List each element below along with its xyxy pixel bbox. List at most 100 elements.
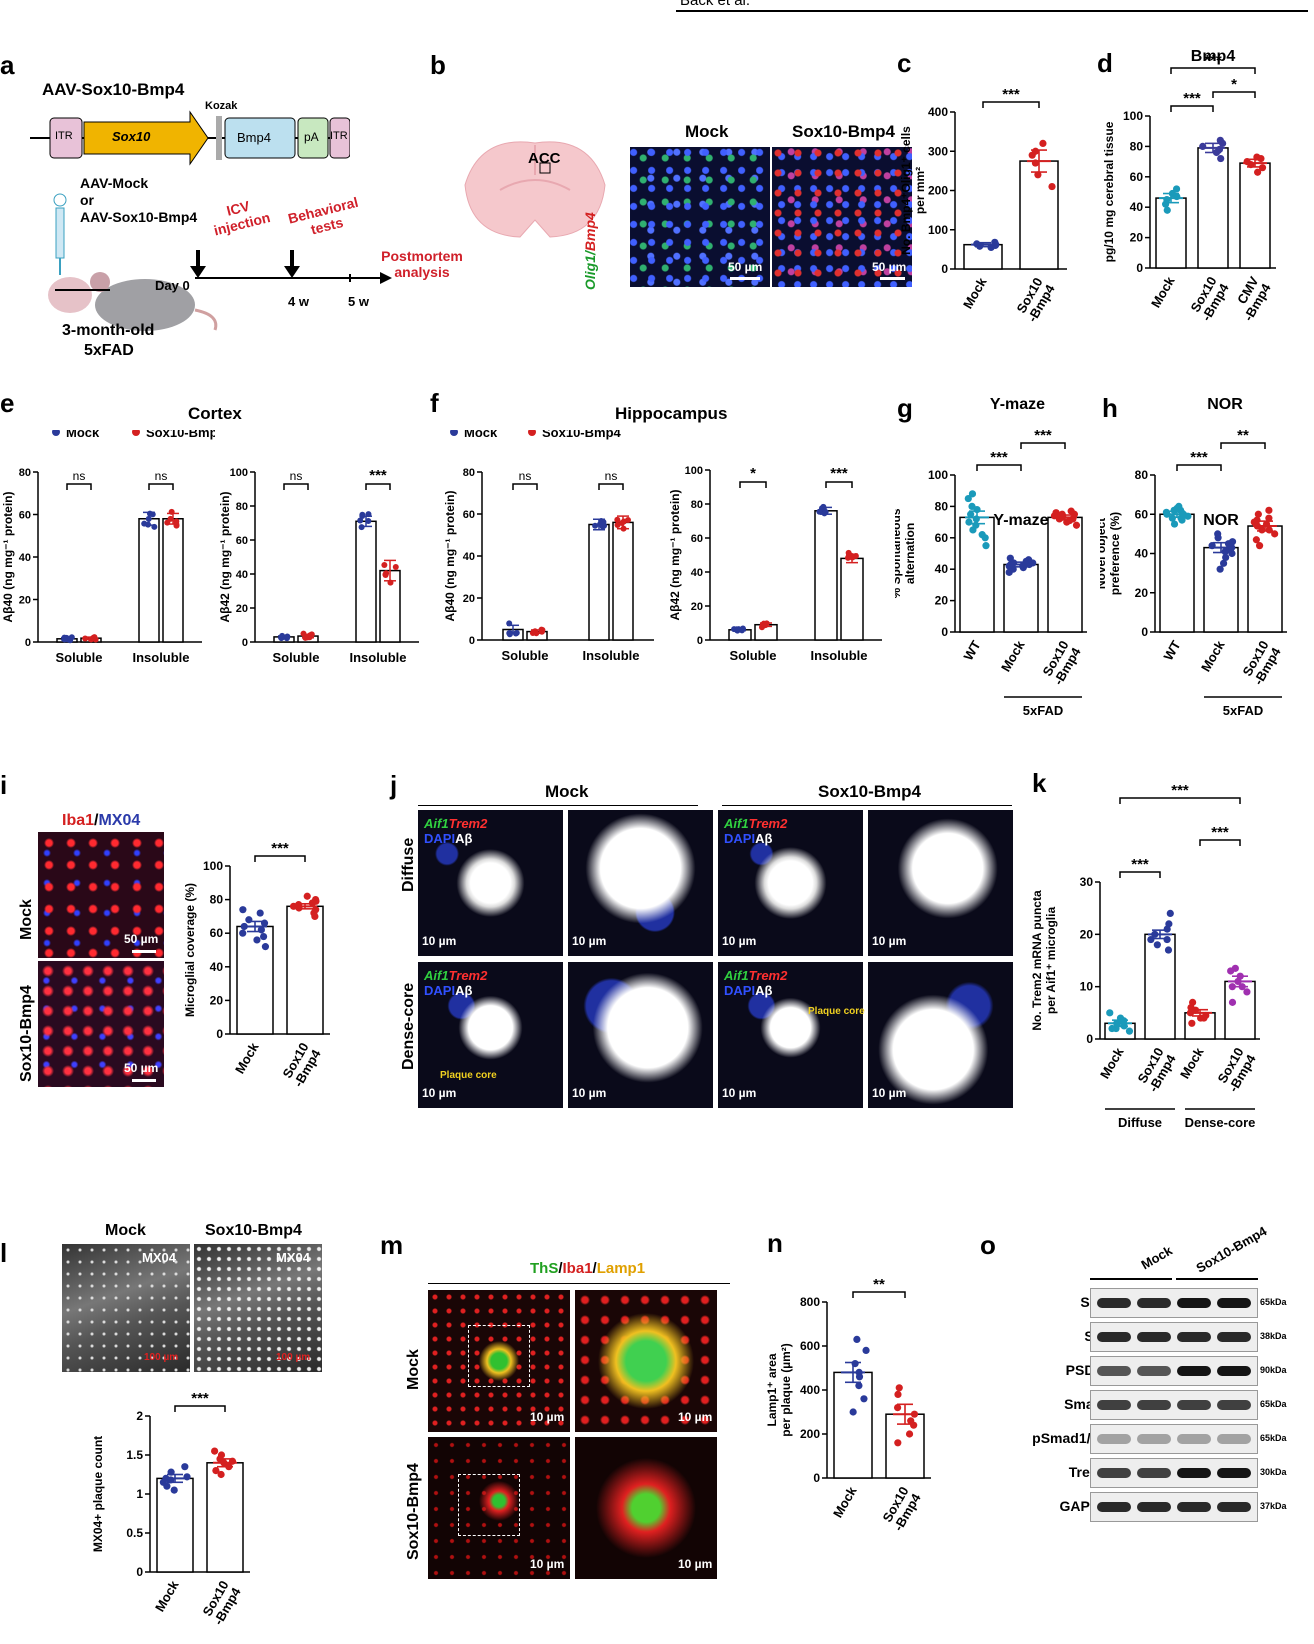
y-tick-label-c: 300 (928, 144, 948, 158)
sig-bracket-e1 (148, 483, 174, 490)
x-tick-label-e2: Soluble (273, 650, 320, 665)
data-point-h (1252, 536, 1260, 544)
chart-d: d Bmp4 0 20 40 60 80 100 pg/10 mg cerebral tissu… (1097, 50, 1276, 324)
data-point-n (855, 1382, 863, 1390)
m-stain-title: ThS/Iba1/Lamp1 (530, 1260, 646, 1277)
iba1-stain: Iba1 (62, 812, 95, 829)
blot-band (1217, 1400, 1251, 1410)
data-point-g (978, 531, 986, 539)
m-scale-1: 10 µm (530, 1410, 565, 1424)
data-point-h (1265, 526, 1273, 534)
y-axis-label-i: Microglial coverage (%) (183, 883, 197, 1017)
mouse-age: 3-month-old (62, 322, 155, 339)
running-head-rule (676, 10, 1308, 12)
panel-a: a AAV-Sox10-Bmp4 ITR Sox10 Kozak Bmp4 pA… (0, 50, 470, 370)
j-tile-1 (418, 810, 563, 956)
data-point-i (312, 897, 320, 905)
mx04-stain: MX04 (98, 812, 141, 829)
panel-label-m: m (380, 1230, 404, 1260)
i-stain-title: Iba1/MX04 (62, 812, 141, 829)
data-point-f1 (620, 518, 627, 525)
bar-h (1203, 546, 1239, 633)
sig-bracket-k (1119, 871, 1161, 878)
l-scale-2: 100 µm (276, 1352, 311, 1363)
trem2-stain-1: Trem2 (448, 816, 488, 831)
bar-d (1239, 162, 1271, 269)
y-tick-label-f1: 20 (463, 593, 475, 605)
blot-band (1137, 1502, 1171, 1512)
sig-label-e1: ns (155, 469, 168, 483)
running-head: Back et al. (680, 0, 751, 9)
j-stain-3: Aif1Trem2 DAPIAβ (424, 968, 487, 998)
y-tick-label-e2: 80 (236, 501, 248, 513)
blot-row: GAPDH 37kDa (970, 1492, 1310, 1522)
blot-image (1090, 1356, 1258, 1386)
b-scale-label-1: 50 µm (728, 260, 763, 274)
data-point-k (1125, 1027, 1134, 1035)
blot-band (1217, 1468, 1251, 1478)
panel-label-k: k (1032, 770, 1047, 798)
blot-band (1177, 1332, 1211, 1342)
bar-k (1224, 980, 1256, 1040)
y-tick-label-i: 100 (203, 859, 223, 873)
y-tick-label-d: 0 (1136, 261, 1143, 275)
j-tile-8 (868, 962, 1013, 1108)
o-mock: Mock (1138, 1242, 1175, 1273)
y-tick-label-e2: 0 (242, 637, 248, 649)
data-point-h (1221, 547, 1229, 556)
aif1-stain-2: Aif1 (724, 816, 749, 831)
y-tick-label-l: 1 (136, 1487, 143, 1501)
w4-label: 4 w (288, 294, 309, 309)
itr-left: ITR (55, 130, 73, 142)
j-scale-7: 10 µm (722, 1086, 757, 1100)
j-scale-2: 10 µm (572, 934, 607, 948)
m-scale-4: 10 µm (678, 1557, 713, 1571)
sig-bracket-d (1170, 105, 1214, 112)
ths-stain: ThS (530, 1260, 559, 1277)
data-point-g (972, 521, 980, 529)
blot-kda: 65kDa (1260, 1399, 1287, 1409)
data-point-g (1070, 510, 1079, 518)
data-point-h (1176, 506, 1185, 514)
x-tick-label-f1: Soluble (502, 648, 549, 663)
ab-stain-3: Aβ (455, 983, 473, 998)
sig-bracket-k (1119, 797, 1241, 804)
blot-image (1090, 1458, 1258, 1488)
bar-e1 (162, 518, 184, 643)
x-tick-label-h: WT (1160, 638, 1183, 663)
sig-bracket-f2 (825, 481, 853, 488)
data-point-f1 (592, 522, 599, 529)
panel-label-e: e (0, 388, 15, 418)
blot-kda: 30kDa (1260, 1467, 1287, 1477)
chart-i: 0 20 40 60 80 100 Microglial coverage (%) Mock S… (183, 840, 330, 1090)
y-tick-label-c: 400 (928, 105, 948, 119)
panel-m: m ThS/Iba1/Lamp1 Mock Sox10-Bmp4 10 µm 1… (380, 1230, 740, 1630)
x-tick-label-e2: Insoluble (349, 650, 406, 665)
chart-n: n 0 200 400 600 800 Lamp1⁺ areaper plaque (µm²… (765, 1230, 931, 1534)
data-point-e2 (381, 562, 388, 569)
i-sox-image (38, 961, 164, 1087)
y-axis-label-k: No. Trem2 mRNA punctaper Aif1⁺ microglia (1030, 890, 1058, 1031)
blot-band (1177, 1366, 1211, 1376)
data-point-i (312, 906, 320, 914)
y-tick-label-i: 20 (210, 993, 224, 1007)
sig-bracket-h (1176, 464, 1222, 471)
legend-label-f1: Sox10-Bmp4 (542, 430, 622, 440)
panel-b: b ACC Olig1/Bmp4 Mock Sox10-Bmp4 50 µm 5… (430, 50, 912, 300)
data-point-k (1153, 941, 1161, 949)
i-scale-1: 50 µm (124, 932, 159, 946)
j-tile-6 (568, 962, 713, 1108)
blot-band (1097, 1366, 1131, 1376)
bar-f2 (814, 510, 838, 641)
blot-kda: 65kDa (1260, 1297, 1287, 1307)
blot-band (1177, 1502, 1211, 1512)
data-point-i (261, 943, 270, 951)
data-point-k (1106, 1009, 1114, 1017)
l-scale-1: 100 µm (144, 1352, 179, 1363)
y-tick-label-n: 600 (800, 1339, 820, 1353)
data-point-l (217, 1451, 226, 1459)
y-tick-label-g: 60 (935, 531, 949, 545)
y-axis-label-d: pg/10 mg cerebral tissue (1102, 121, 1116, 262)
blot-band (1097, 1468, 1131, 1478)
j-scale-4: 10 µm (872, 934, 907, 948)
